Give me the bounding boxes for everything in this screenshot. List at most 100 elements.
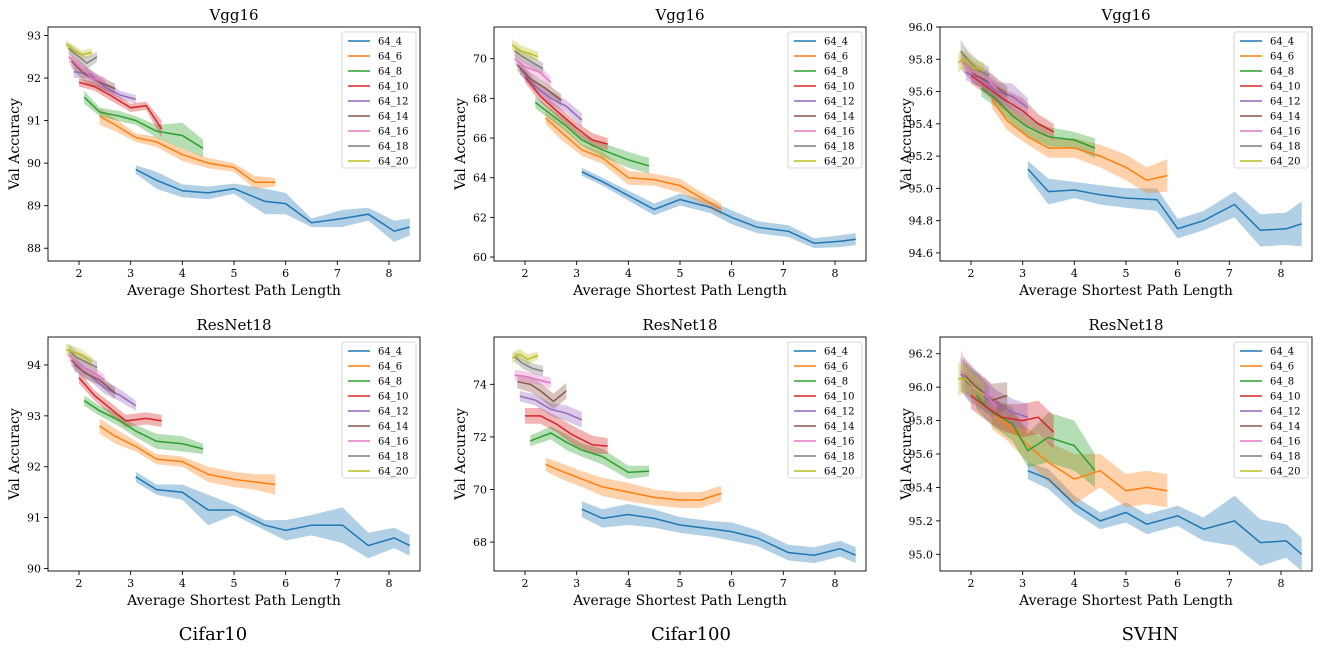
chart1-xtick-label: 4 [625,267,632,280]
chart4-legend-box [787,341,863,479]
chart5-ytick-label: 96.2 [909,348,934,361]
chart3-series-64-20 [65,348,93,364]
chart1-xtick-label: 2 [522,267,529,280]
chart2-legend-label-64-12: 64_12 [1270,97,1300,108]
chart4-legend-label-64-8: 64_8 [824,377,848,388]
chart4-series-64-20 [511,353,539,361]
chart5-ytick-label: 95.6 [909,448,934,461]
chart3-band-64-18 [68,343,98,374]
chart1-series-64-18 [514,50,544,70]
chart3-series-64-6 [99,425,276,486]
chart2-series-64-20 [957,58,985,72]
chart5-legend-label-64-18: 64_18 [1270,452,1300,463]
chart2-plot-area [957,39,1302,247]
chart4-legend-label-64-18: 64_18 [824,452,854,463]
chart0-xlabel: Average Shortest Path Length [126,283,341,299]
chart5-xlabel: Average Shortest Path Length [1018,593,1233,609]
chart1-legend-label-64-18: 64_18 [824,142,854,153]
chart3-xtick-label: 2 [76,577,83,590]
chart2-ytick-label: 94.6 [909,247,934,260]
chart3-series-64-18 [68,349,98,369]
chart5-legend-label-64-12: 64_12 [1270,407,1300,418]
chart1-legend: 64_4 64_6 64_8 64_10 64_12 64_14 64_16 64_18 64_… [787,31,863,169]
chart3-legend-label-64-16: 64_16 [378,437,408,448]
column-caption-cifar100: Cifar100 [651,624,731,645]
chart2-series-64-4 [1027,168,1302,232]
chart3-plot-area [65,343,411,559]
chart2-legend-label-64-20: 64_20 [1270,157,1300,168]
chart0-legend-label-64-20: 64_20 [378,157,408,168]
chart3-xtick-label: 5 [231,577,238,590]
chart3-series-64-10 [78,377,162,422]
chart4-band-64-4 [581,501,856,564]
chart4-ytick-label: 68 [473,536,487,549]
chart3-xtick-label: 8 [386,577,393,590]
chart0-legend-label-64-14: 64_14 [378,112,408,123]
chart1-ytick-label: 70 [473,53,487,66]
chart2-ytick-label: 94.8 [909,215,934,228]
chart5-legend-label-64-10: 64_10 [1270,392,1300,403]
chart5-legend-label-64-20: 64_20 [1270,467,1300,478]
chart2-series-64-16 [960,58,998,89]
chart4-legend-label-64-12: 64_12 [824,407,854,418]
chart4-xtick-label: 3 [573,577,580,590]
chart1-band-64-14 [517,58,562,107]
chart1-series-64-12 [519,68,583,121]
chart0-band-64-18 [68,43,98,70]
chart4-xtick-label: 7 [780,577,787,590]
chart4-series-64-8 [529,432,650,474]
chart5-ytick-label: 95.4 [909,481,934,494]
chart2-series-64-18 [960,50,990,77]
chart5-title: ResNet18 [1089,316,1164,334]
chart5-series-64-10 [970,394,1055,433]
chart5-legend-label-64-6: 64_6 [1270,362,1294,373]
chart5-band-64-4 [1027,462,1302,571]
chart5-xtick-label: 2 [968,577,975,590]
chart3-series-64-14 [70,359,116,394]
chart0-legend-label-64-12: 64_12 [378,97,408,108]
chart2-legend-label-64-6: 64_6 [1270,52,1294,63]
chart1-series-64-20 [511,44,539,58]
chart1-xtick-label: 7 [780,267,787,280]
chart3-xtick-label: 6 [282,577,289,590]
chart0-xtick-label: 2 [76,267,83,280]
chart-resnet18-cifar100: ResNet18 2 3 4 5 6 7 8 68 70 72 74 Average Shortest … [453,316,867,609]
chart1-legend-label-64-12: 64_12 [824,97,854,108]
chart-vgg16-cifar100: Vgg16 2 3 4 5 6 7 8 60 62 64 66 68 70 Average Shortest… [453,6,867,299]
chart5-legend-label-64-14: 64_14 [1270,422,1300,433]
chart-resnet18-svhn: ResNet18 2 3 4 5 6 7 8 95.0 95.2 95.4 95.6 95.8 96.0 9… [899,316,1313,609]
chart5-legend-box [1233,341,1309,479]
chart1-series-64-14 [516,64,562,101]
chart4-series-64-16 [514,374,551,384]
chart5-plot-area [958,350,1303,571]
chart0-plot-area [65,39,410,242]
chart3-series-64-8 [83,399,204,450]
chart4-series-64-18 [514,356,544,372]
chart4-xtick-label: 8 [832,577,839,590]
chart1-xtick-label: 8 [832,267,839,280]
chart0-legend-label-64-10: 64_10 [378,82,408,93]
column-caption-cifar10: Cifar10 [178,624,248,645]
chart4-legend-label-64-10: 64_10 [824,392,854,403]
chart3-band-64-4 [135,471,410,559]
chart1-series-64-16 [514,58,552,84]
chart3-ytick-label: 91 [27,512,41,525]
chart1-ylabel: Val Accuracy [453,98,469,191]
chart1-legend-label-64-4: 64_4 [824,37,848,48]
chart4-series-64-6 [545,463,722,501]
chart2-series-64-10 [970,74,1055,133]
chart0-legend-label-64-8: 64_8 [378,67,402,78]
chart2-ytick-label: 95.6 [909,86,934,99]
chart3-series-64-4 [135,476,411,547]
chart1-series-64-4 [581,171,856,244]
chart1-legend-label-64-14: 64_14 [824,112,854,123]
chart4-plot-area [511,348,856,564]
chart2-legend-label-64-14: 64_14 [1270,112,1300,123]
chart0-series-64-10 [78,81,163,130]
chart-vgg16-svhn: Vgg16 2 3 4 5 6 7 8 94.6 94.8 95.0 95.2 95.4 95.6 95.8… [899,6,1313,299]
chart5-ytick-label: 95.0 [909,548,934,561]
chart3-series-64-16 [68,354,106,381]
chart0-band-64-6 [99,107,276,189]
chart5-ytick-label: 95.2 [909,515,934,528]
chart5-ytick-label: 95.8 [909,415,934,428]
